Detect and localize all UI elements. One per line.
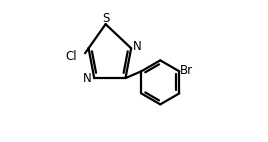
Text: N: N — [133, 40, 142, 53]
Text: S: S — [102, 12, 109, 25]
Text: Cl: Cl — [65, 50, 77, 63]
Text: Br: Br — [180, 64, 193, 77]
Text: N: N — [83, 72, 92, 85]
